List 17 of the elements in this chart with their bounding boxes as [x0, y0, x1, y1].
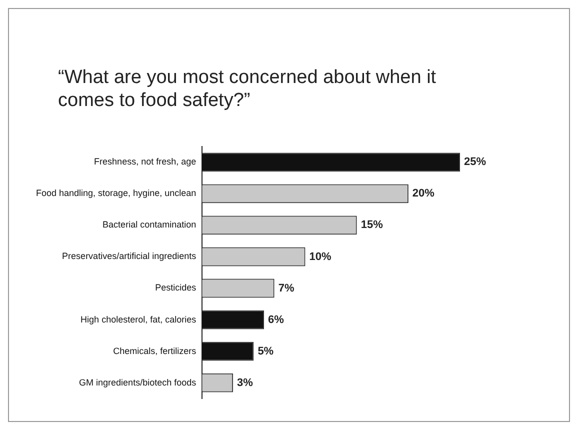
data-label: 7%: [278, 282, 294, 294]
y-tick-label: Chemicals, fertilizers: [113, 346, 197, 356]
y-tick-label: Freshness, not fresh, age: [94, 156, 196, 167]
y-tick-label: GM ingredients/biotech foods: [79, 377, 197, 388]
data-label: 3%: [237, 376, 254, 389]
data-label: 25%: [464, 156, 486, 168]
y-tick-label: High cholesterol, fat, calories: [80, 314, 197, 324]
data-label: 20%: [412, 188, 435, 200]
y-tick-label: Bacterial contamination: [102, 220, 196, 230]
data-label: 5%: [258, 345, 274, 358]
y-tick-label: Pesticides: [155, 282, 197, 293]
data-label: 10%: [309, 250, 332, 263]
data-label: 6%: [268, 314, 284, 326]
chart-title: “What are you most concerned about when it comes to food safety?”: [58, 66, 438, 112]
data-label: 15%: [360, 219, 384, 232]
y-tick-label: Food handling, storage, hygine, unclean: [36, 188, 196, 198]
y-tick-label: Preservatives/artificial ingredients: [62, 251, 197, 262]
